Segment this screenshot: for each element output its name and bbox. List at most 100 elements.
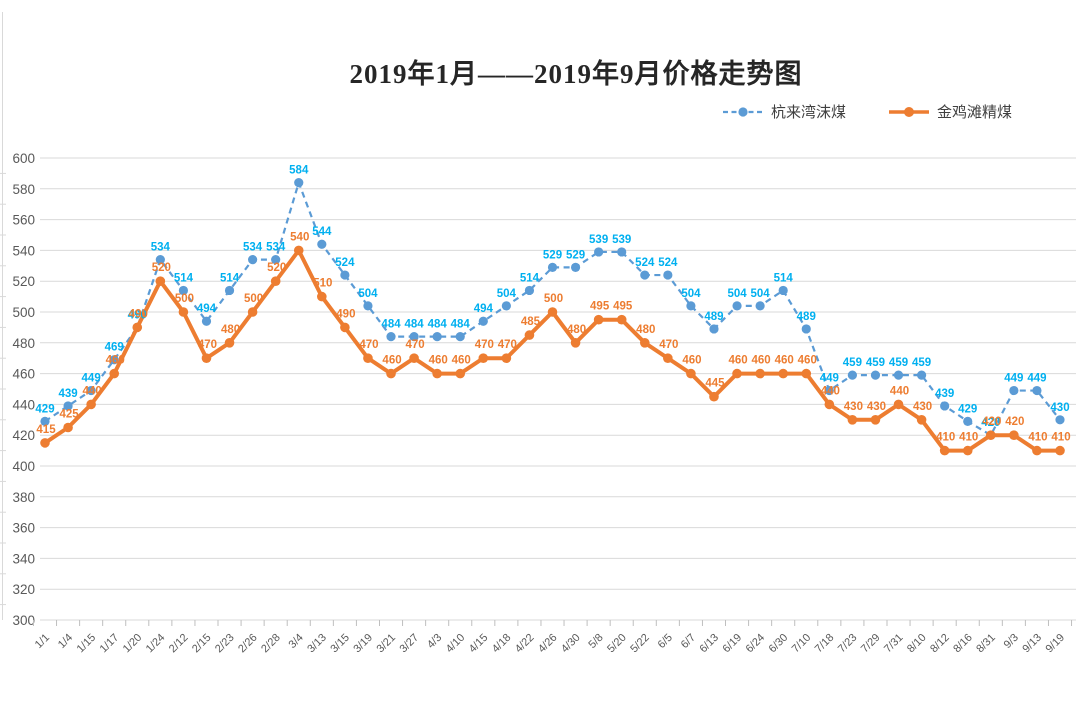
svg-text:449: 449 (82, 373, 101, 385)
y-axis-labels: 300 320 340 360 380 400 420 440 460 480 500 520 540 5… (12, 151, 35, 628)
svg-text:514: 514 (774, 272, 794, 284)
svg-text:3/21: 3/21 (375, 632, 399, 656)
svg-text:529: 529 (543, 249, 562, 261)
svg-text:1/1: 1/1 (33, 632, 52, 651)
svg-text:449: 449 (1004, 373, 1023, 385)
svg-text:494: 494 (197, 303, 217, 315)
svg-text:484: 484 (381, 319, 401, 331)
gridlines (40, 157, 1076, 621)
svg-text:2/23: 2/23 (213, 632, 237, 656)
svg-text:470: 470 (498, 339, 517, 351)
svg-text:485: 485 (521, 316, 541, 328)
svg-text:8/12: 8/12 (928, 632, 952, 656)
legend-item-hanglaiwan[interactable]: 杭来湾沫煤 (722, 101, 846, 122)
x-axis-labels: 1/1 1/4 1/15 1/17 1/20 1/24 2/12 2/15 2/23 2/26 2/… (33, 632, 1067, 656)
series-markers-hanglaiwan (40, 178, 1065, 440)
svg-text:500: 500 (12, 305, 35, 320)
svg-text:320: 320 (12, 582, 35, 597)
svg-text:9/19: 9/19 (1043, 632, 1067, 656)
y-axis-line (0, 12, 6, 620)
svg-text:504: 504 (751, 288, 771, 300)
svg-text:504: 504 (358, 288, 378, 300)
svg-text:7/29: 7/29 (859, 632, 883, 656)
svg-text:504: 504 (497, 288, 517, 300)
svg-text:2/28: 2/28 (259, 632, 283, 656)
svg-text:460: 460 (798, 355, 817, 367)
svg-text:1/15: 1/15 (75, 632, 99, 656)
svg-text:584: 584 (289, 165, 309, 177)
svg-text:524: 524 (635, 257, 655, 269)
svg-text:400: 400 (12, 459, 35, 474)
svg-text:6/30: 6/30 (767, 632, 791, 656)
svg-text:460: 460 (382, 355, 401, 367)
svg-text:544: 544 (312, 226, 332, 238)
svg-text:2/15: 2/15 (190, 632, 214, 656)
svg-text:459: 459 (912, 357, 931, 369)
svg-text:9/3: 9/3 (1002, 632, 1021, 651)
svg-text:520: 520 (267, 262, 286, 274)
svg-text:470: 470 (475, 339, 494, 351)
svg-text:430: 430 (867, 401, 886, 413)
svg-text:8/16: 8/16 (951, 632, 975, 656)
svg-text:445: 445 (705, 378, 725, 390)
svg-text:510: 510 (313, 278, 332, 290)
x-axis-ticks (32, 620, 1073, 626)
svg-text:534: 534 (266, 242, 286, 254)
svg-text:360: 360 (12, 521, 35, 536)
svg-text:429: 429 (958, 403, 977, 415)
svg-text:410: 410 (936, 432, 955, 444)
svg-text:449: 449 (1027, 373, 1046, 385)
svg-text:440: 440 (12, 397, 35, 412)
svg-text:470: 470 (405, 339, 424, 351)
legend: 杭来湾沫煤 金鸡滩精煤 (722, 101, 1012, 122)
svg-text:460: 460 (106, 355, 125, 367)
svg-text:540: 540 (12, 243, 35, 258)
legend-label: 杭来湾沫煤 (771, 104, 847, 121)
svg-text:410: 410 (959, 432, 978, 444)
svg-text:7/23: 7/23 (836, 632, 860, 656)
svg-text:484: 484 (451, 319, 471, 331)
svg-text:480: 480 (12, 336, 35, 351)
svg-text:480: 480 (221, 324, 240, 336)
svg-text:500: 500 (244, 293, 263, 305)
svg-text:514: 514 (220, 272, 240, 284)
svg-text:1/24: 1/24 (144, 632, 168, 656)
svg-text:340: 340 (12, 551, 35, 566)
svg-text:2/26: 2/26 (236, 632, 260, 656)
svg-text:7/10: 7/10 (790, 632, 814, 656)
svg-text:300: 300 (12, 613, 35, 628)
svg-text:600: 600 (12, 151, 35, 166)
svg-text:6/19: 6/19 (721, 632, 745, 656)
svg-text:6/7: 6/7 (679, 632, 698, 651)
svg-text:470: 470 (198, 339, 217, 351)
svg-text:514: 514 (174, 272, 194, 284)
svg-text:420: 420 (982, 416, 1001, 428)
svg-text:440: 440 (821, 385, 840, 397)
svg-text:429: 429 (35, 403, 54, 415)
svg-text:495: 495 (613, 301, 633, 313)
svg-text:5/22: 5/22 (628, 632, 652, 656)
svg-text:1/20: 1/20 (121, 632, 145, 656)
svg-text:500: 500 (175, 293, 194, 305)
svg-text:430: 430 (913, 401, 932, 413)
svg-text:459: 459 (843, 357, 862, 369)
svg-text:420: 420 (1005, 416, 1024, 428)
svg-text:489: 489 (704, 311, 723, 323)
svg-text:6/24: 6/24 (744, 632, 768, 656)
svg-text:4/3: 4/3 (425, 632, 444, 651)
svg-text:529: 529 (566, 249, 585, 261)
svg-text:430: 430 (1050, 402, 1069, 414)
legend-item-jinjitan[interactable]: 金鸡滩精煤 (888, 101, 1012, 122)
legend-marker-solid-line-dot-icon (889, 106, 930, 117)
svg-text:500: 500 (544, 293, 563, 305)
svg-text:470: 470 (359, 339, 378, 351)
svg-text:430: 430 (844, 401, 863, 413)
series-line-hanglaiwan (44, 179, 1061, 437)
svg-text:480: 480 (636, 324, 655, 336)
svg-text:520: 520 (152, 262, 171, 274)
svg-text:6/13: 6/13 (697, 632, 721, 656)
svg-text:480: 480 (567, 324, 586, 336)
